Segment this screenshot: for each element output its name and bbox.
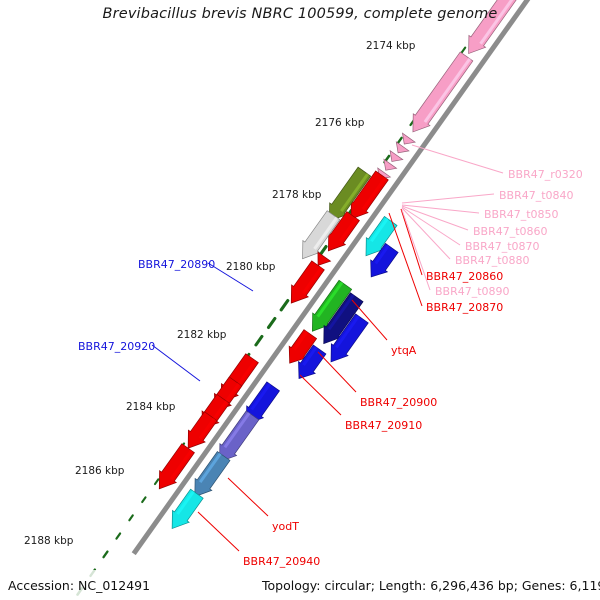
feature-bevel (340, 173, 369, 213)
feature-label-bbr47-t0850[interactable]: BBR47_t0850 (484, 208, 559, 221)
feature-label-bbr47-t0860[interactable]: BBR47_t0860 (473, 225, 548, 238)
feature-bevel (176, 490, 195, 515)
feature-bevel (339, 217, 358, 242)
topology-text: Topology: circular; Length: 6,296,436 bp… (262, 578, 600, 593)
genome-feature-trna-cluster-3[interactable] (389, 149, 404, 162)
feature-bevel (198, 452, 222, 483)
genome-feature-cds-red-i[interactable] (158, 443, 195, 490)
genome-feature-rrna-upper-2[interactable] (412, 51, 474, 133)
feature-bevel (374, 244, 390, 265)
accession-text: Accession: NC_012491 (8, 578, 151, 593)
genome-feature-cds-slate[interactable] (219, 410, 260, 463)
ruler-tick-1: 2176 kbp (315, 117, 365, 129)
feature-bevel (198, 417, 216, 440)
feature-label-bbr47-t0890[interactable]: BBR47_t0890 (435, 285, 510, 298)
leader-line (227, 477, 269, 517)
genome-feature-trna-cluster-1[interactable] (401, 132, 416, 145)
genome-backbone (131, 0, 531, 556)
feature-bevel (301, 266, 323, 295)
leader-line (401, 205, 469, 231)
leader-line (400, 208, 423, 276)
feature-label-bbr47-20900[interactable]: BBR47_20900 (360, 396, 438, 409)
feature-label-bbr47-20910[interactable]: BBR47_20910 (345, 419, 423, 432)
feature-label-bbr47-20860[interactable]: BBR47_20860 (426, 270, 504, 283)
feature-bevel (370, 217, 389, 243)
ruler-tick-2: 2178 kbp (272, 189, 322, 201)
feature-bevel (224, 382, 241, 403)
leader-line (151, 344, 201, 382)
leader-line (388, 212, 423, 307)
leader-line (401, 204, 480, 214)
genome-feature-cds-white[interactable] (302, 210, 341, 260)
feature-bevel (423, 57, 472, 123)
genome-feature-cds-green[interactable] (312, 279, 353, 332)
ruler-tick-4: 2182 kbp (177, 329, 227, 341)
feature-bevel (212, 400, 228, 421)
feature-bevel (316, 281, 344, 318)
genome-feature-cds-red-h[interactable] (187, 411, 218, 449)
ruler-tick-0: 2174 kbp (366, 40, 416, 52)
feature-bevel (302, 346, 318, 366)
feature-layer[interactable] (158, 0, 518, 530)
leader-line (197, 511, 240, 552)
ruler-tick-5: 2184 kbp (126, 401, 176, 413)
ruler-tick-6: 2186 kbp (75, 465, 125, 477)
feature-bevel (327, 294, 355, 331)
ruler-tick-3: 2180 kbp (226, 261, 276, 273)
page-title: Brevibacillus brevis NBRC 100599, comple… (102, 6, 498, 22)
feature-label-ytqa[interactable]: ytqA (391, 344, 417, 357)
genome-feature-cds-blue-a[interactable] (370, 242, 399, 278)
feature-bevel (313, 216, 339, 250)
leader-line (411, 144, 504, 174)
leader-line (207, 262, 254, 292)
status-bar: Accession: NC_012491 Topology: circular;… (0, 570, 600, 600)
genome-feature-cds-steel[interactable] (194, 451, 231, 498)
genome-feature-cds-red-a[interactable] (350, 170, 389, 220)
feature-label-bbr47-20890[interactable]: BBR47_20890 (138, 258, 216, 271)
label-leader-lines (151, 144, 504, 552)
feature-label-bbr47-t0840[interactable]: BBR47_t0840 (499, 189, 574, 202)
feature-label-bbr47-20940[interactable]: BBR47_20940 (243, 555, 321, 568)
leader-line (401, 206, 461, 246)
feature-label-bbr47-20870[interactable]: BBR47_20870 (426, 301, 504, 314)
feature-label-yodt[interactable]: yodT (272, 520, 299, 533)
feature-label-bbr47-r0320[interactable]: BBR47_r0320 (508, 168, 583, 181)
leader-line (401, 193, 495, 204)
feature-bevel (169, 449, 193, 480)
genome-feature-cds-blue-b[interactable] (330, 313, 369, 363)
feature-bevel (223, 412, 251, 449)
genome-feature-cds-red-b[interactable] (328, 211, 360, 252)
genome-feature-cds-red-d[interactable] (288, 329, 318, 364)
genome-feature-cds-cyan-b[interactable] (171, 488, 204, 530)
feature-bevel (292, 330, 309, 351)
leader-line (299, 374, 342, 416)
leader-line (317, 351, 357, 393)
leader-line (401, 207, 451, 260)
feature-label-bbr47-t0870[interactable]: BBR47_t0870 (465, 240, 540, 253)
feature-bevel (479, 0, 514, 45)
genome-feature-cds-red-c[interactable] (290, 260, 325, 304)
genome-feature-trna-cluster-4[interactable] (383, 158, 398, 171)
feature-bevel (361, 176, 387, 210)
feature-bevel (250, 383, 272, 411)
feature-label-bbr47-20920[interactable]: BBR47_20920 (78, 340, 156, 353)
leader-line (401, 209, 431, 291)
leader-line (351, 299, 388, 341)
genome-feature-cds-olive[interactable] (328, 166, 372, 222)
feature-bevel (335, 315, 360, 349)
feature-label-bbr47-t0880[interactable]: BBR47_t0880 (455, 254, 530, 267)
genome-feature-trna-cluster-2[interactable] (395, 141, 410, 154)
genome-feature-trna-red[interactable] (317, 251, 332, 266)
ruler-tick-7: 2188 kbp (24, 535, 74, 547)
